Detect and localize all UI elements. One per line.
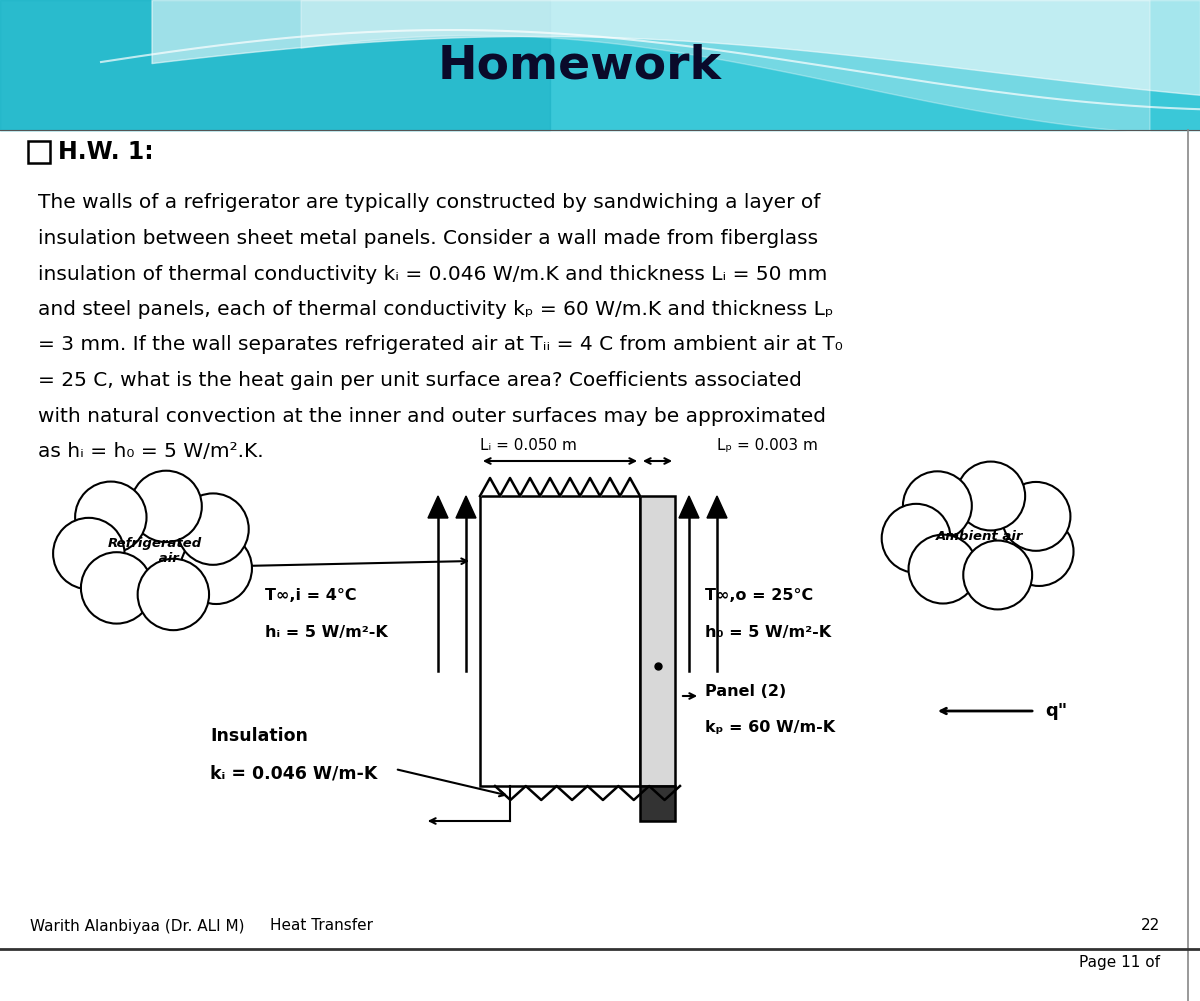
Text: as hᵢ = h₀ = 5 W/m².K.: as hᵢ = h₀ = 5 W/m².K. [38, 442, 264, 461]
Circle shape [1002, 481, 1070, 551]
Text: hᵢ = 5 W/m²-K: hᵢ = 5 W/m²-K [265, 626, 388, 641]
Circle shape [882, 504, 950, 573]
Text: Page 11 of: Page 11 of [1079, 956, 1160, 971]
Bar [480, 496, 640, 786]
Circle shape [138, 559, 209, 631]
Text: kₚ = 60 W/m-K: kₚ = 60 W/m-K [706, 721, 835, 736]
Circle shape [908, 535, 978, 604]
Text: Homework: Homework [438, 43, 722, 88]
Text: kᵢ = 0.046 W/m-K: kᵢ = 0.046 W/m-K [210, 764, 377, 782]
Text: Heat Transfer: Heat Transfer [270, 919, 373, 934]
Text: 22: 22 [1141, 919, 1160, 934]
Polygon shape [456, 496, 476, 518]
Text: h₀ = 5 W/m²-K: h₀ = 5 W/m²-K [706, 626, 832, 641]
Circle shape [956, 461, 1025, 531]
Text: = 25 C, what is the heat gain per unit surface area? Coefficients associated: = 25 C, what is the heat gain per unit s… [38, 371, 802, 390]
Text: Lᵢ = 0.050 m: Lᵢ = 0.050 m [480, 438, 576, 453]
Polygon shape [707, 496, 727, 518]
Text: The walls of a refrigerator are typically constructed by sandwiching a layer of: The walls of a refrigerator are typicall… [38, 193, 821, 212]
Text: Panel (2): Panel (2) [706, 684, 786, 699]
Bar [28, 141, 50, 163]
Text: and steel panels, each of thermal conductivity kₚ = 60 W/m.K and thickness Lₚ: and steel panels, each of thermal conduc… [38, 300, 834, 319]
Circle shape [180, 533, 252, 604]
Circle shape [1004, 518, 1074, 586]
Text: insulation between sheet metal panels. Consider a wall made from fiberglass: insulation between sheet metal panels. C… [38, 229, 818, 248]
Text: = 3 mm. If the wall separates refrigerated air at Tᵢᵢ = 4 C from ambient air at : = 3 mm. If the wall separates refrigerat… [38, 335, 842, 354]
Text: with natural convection at the inner and outer surfaces may be approximated: with natural convection at the inner and… [38, 406, 826, 425]
Polygon shape [898, 484, 1062, 588]
Text: T∞,i = 4°C: T∞,i = 4°C [265, 589, 356, 604]
Text: Ambient air: Ambient air [936, 530, 1024, 543]
Text: H.W. 1:: H.W. 1: [58, 140, 154, 164]
Circle shape [80, 553, 152, 624]
Text: T∞,o = 25°C: T∞,o = 25°C [706, 589, 814, 604]
Polygon shape [428, 496, 448, 518]
Bar [640, 786, 674, 821]
Text: Insulation: Insulation [210, 727, 308, 745]
Polygon shape [70, 493, 240, 609]
Text: insulation of thermal conductivity kᵢ = 0.046 W/m.K and thickness Lᵢ = 50 mm: insulation of thermal conductivity kᵢ = … [38, 264, 827, 283]
Polygon shape [679, 496, 698, 518]
Circle shape [178, 493, 248, 565]
Text: Lₚ = 0.003 m: Lₚ = 0.003 m [718, 438, 818, 453]
Text: q": q" [1045, 702, 1067, 720]
Circle shape [902, 471, 972, 541]
Circle shape [131, 470, 202, 543]
Text: Warith Alanbiyaa (Dr. ALI M): Warith Alanbiyaa (Dr. ALI M) [30, 919, 245, 934]
Bar [640, 496, 674, 786]
Text: Refrigerated
      air: Refrigerated air [108, 537, 202, 565]
Circle shape [53, 518, 125, 590]
Circle shape [76, 481, 146, 553]
Circle shape [964, 541, 1032, 610]
